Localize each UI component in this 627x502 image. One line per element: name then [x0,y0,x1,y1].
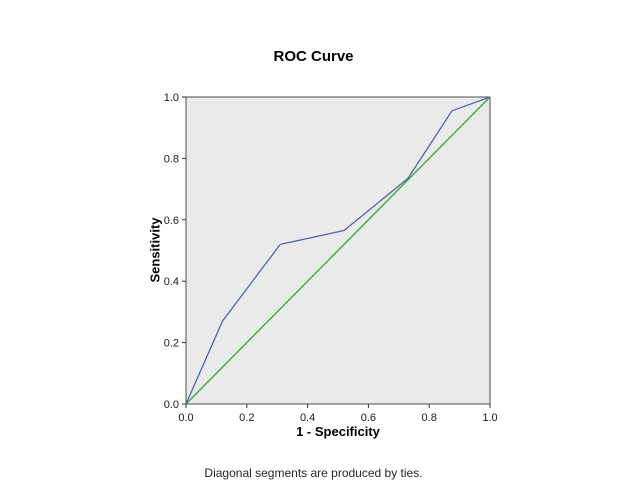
x-tick-label: 0.4 [300,412,315,424]
y-tick-label: 0.4 [164,276,179,288]
footnote-text: Diagonal segments are produced by ties. [204,466,423,480]
reference-line [185,96,491,405]
y-tick-label: 0.8 [164,153,179,165]
x-axis-label: 1 - Specificity [296,424,380,439]
roc-curve-line [185,96,491,405]
y-tick-label: 0.0 [164,399,179,411]
y-tick-label: 0.2 [164,338,179,350]
x-tick-label: 0.2 [239,412,254,424]
x-tick-label: 0.0 [178,412,193,424]
y-tick-label: 1.0 [164,92,179,104]
chart-title: ROC Curve [273,48,354,65]
x-tick-label: 1.0 [482,412,497,424]
x-tick-label: 0.8 [422,412,437,424]
x-tick-label: 0.6 [361,412,376,424]
y-tick-label: 0.6 [164,215,179,227]
